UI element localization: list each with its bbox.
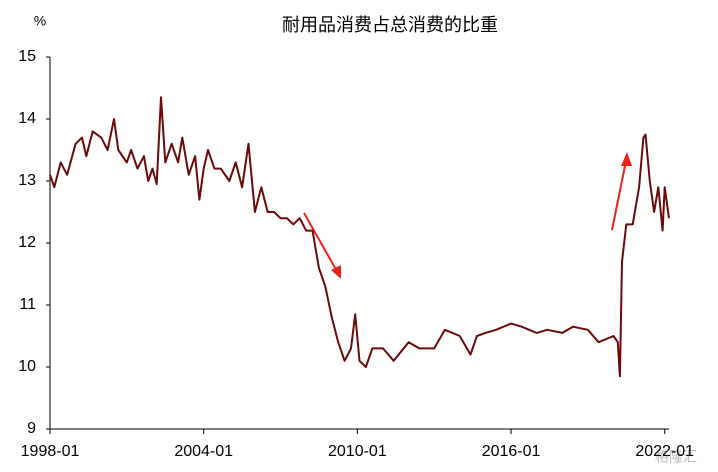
- arrow: [611, 155, 628, 231]
- x-tick-label: 1998-01: [21, 443, 80, 460]
- y-unit: %: [34, 13, 46, 29]
- x-tick-label: 2022-01: [635, 443, 694, 460]
- y-tick-label: 15: [18, 48, 36, 65]
- line: [49, 96, 670, 378]
- watermark: 格隆汇: [655, 449, 697, 465]
- y-tick-label: 12: [18, 234, 36, 251]
- y-tick-label: 10: [18, 358, 36, 375]
- x-tick-label: 2010-01: [328, 443, 387, 460]
- y-tick-label: 11: [19, 296, 36, 313]
- arrow-head: [621, 152, 632, 166]
- x-tick-label: 2016-01: [482, 443, 541, 460]
- y-tick-label: 14: [18, 110, 36, 127]
- y-tick-label: 9: [27, 420, 36, 437]
- arrow: [303, 212, 339, 274]
- arrow-head: [331, 265, 341, 279]
- y-tick-label: 13: [18, 172, 36, 189]
- chart-title: 耐用品消费占总消费的比重: [282, 15, 498, 36]
- x-tick-label: 2004-01: [174, 443, 233, 460]
